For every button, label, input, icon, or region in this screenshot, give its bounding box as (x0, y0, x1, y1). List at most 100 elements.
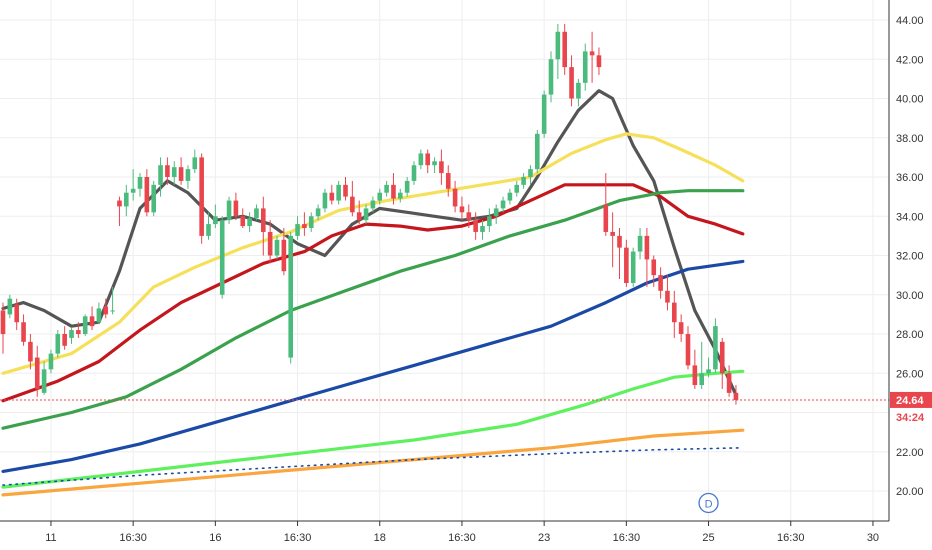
candle[interactable] (226, 196, 232, 225)
candle[interactable] (466, 204, 472, 229)
time-axis[interactable]: 11 16:30 16 16:30 18 16:30 23 16:30 25 16:30 30 (45, 521, 879, 544)
candle[interactable] (0, 302, 6, 354)
candle[interactable] (377, 188, 383, 205)
candle[interactable] (76, 322, 81, 338)
candle[interactable] (411, 161, 417, 185)
candle[interactable] (610, 212, 615, 268)
candle[interactable] (528, 165, 533, 185)
candle[interactable] (582, 43, 588, 91)
candle[interactable] (630, 247, 636, 287)
candle[interactable] (28, 334, 33, 370)
candle[interactable] (569, 55, 574, 107)
candle[interactable] (336, 180, 341, 205)
candle[interactable] (322, 188, 328, 213)
candle[interactable] (706, 357, 711, 378)
candle[interactable] (398, 188, 403, 203)
candle[interactable] (144, 169, 150, 217)
candle[interactable] (82, 314, 88, 336)
dividend-marker[interactable]: D (698, 492, 719, 514)
candle[interactable] (624, 239, 629, 287)
candle[interactable] (117, 196, 122, 227)
candle[interactable] (651, 255, 657, 287)
candle[interactable] (521, 173, 526, 189)
candle[interactable] (644, 228, 650, 287)
candle[interactable] (733, 385, 739, 405)
candle[interactable] (363, 204, 369, 225)
candle[interactable] (685, 326, 691, 370)
candle[interactable] (356, 200, 362, 225)
event-marker-circle[interactable] (698, 492, 719, 514)
candle[interactable] (576, 78, 581, 107)
candle[interactable] (439, 149, 444, 185)
candle[interactable] (206, 212, 211, 240)
candle[interactable] (34, 345, 40, 397)
candle[interactable] (432, 157, 437, 174)
candle[interactable] (267, 220, 273, 264)
candle[interactable] (603, 173, 609, 236)
candle[interactable] (350, 180, 355, 217)
candle[interactable] (418, 149, 424, 170)
candle[interactable] (658, 267, 663, 299)
candle[interactable] (178, 157, 184, 185)
candle[interactable] (261, 196, 266, 256)
candle[interactable] (425, 149, 430, 174)
candle[interactable] (445, 165, 451, 197)
candle[interactable] (672, 290, 677, 338)
candle[interactable] (384, 180, 389, 197)
candle[interactable] (69, 328, 74, 344)
candle[interactable] (726, 365, 732, 397)
candle[interactable] (678, 314, 684, 342)
candle[interactable] (514, 180, 520, 197)
candle[interactable] (473, 212, 478, 240)
candle[interactable] (507, 188, 513, 205)
candle[interactable] (7, 294, 13, 319)
candle[interactable] (596, 47, 602, 75)
candle[interactable] (48, 349, 54, 374)
candle[interactable] (137, 173, 143, 197)
candle[interactable] (240, 208, 246, 229)
candle[interactable] (562, 23, 567, 75)
candle[interactable] (192, 149, 198, 174)
candle[interactable] (555, 23, 561, 79)
candle[interactable] (247, 212, 252, 232)
candle[interactable] (541, 90, 547, 138)
candle[interactable] (158, 157, 163, 197)
candle[interactable] (130, 169, 136, 201)
candle[interactable] (274, 235, 280, 260)
candle[interactable] (487, 208, 492, 232)
candle[interactable] (62, 326, 67, 350)
candle[interactable] (288, 231, 293, 364)
candle[interactable] (171, 161, 177, 185)
candle[interactable] (589, 31, 595, 83)
candle[interactable] (493, 204, 499, 225)
candle[interactable] (699, 341, 704, 389)
candle[interactable] (548, 51, 554, 103)
candle[interactable] (110, 286, 115, 315)
candle[interactable] (233, 192, 239, 221)
candle[interactable] (452, 180, 458, 213)
candle[interactable] (213, 204, 218, 229)
candle[interactable] (404, 177, 410, 197)
candle[interactable] (370, 196, 376, 213)
candle[interactable] (219, 216, 225, 299)
candle[interactable] (89, 306, 95, 331)
candle[interactable] (617, 228, 622, 280)
candlesticks[interactable] (0, 23, 739, 405)
candle[interactable] (713, 318, 718, 374)
candle[interactable] (500, 196, 506, 213)
candle[interactable] (55, 330, 61, 358)
candle[interactable] (343, 177, 348, 201)
candle[interactable] (329, 184, 335, 205)
candle[interactable] (459, 196, 465, 221)
price-axis[interactable]: 20.0022.0024.0026.0028.0030.0032.0034.00… (896, 15, 924, 498)
candle[interactable] (692, 349, 698, 389)
candle[interactable] (254, 204, 259, 221)
candle[interactable] (41, 361, 47, 395)
candle[interactable] (199, 153, 204, 244)
candle[interactable] (96, 302, 102, 325)
candle[interactable] (637, 228, 643, 260)
candle[interactable] (185, 165, 191, 189)
candle[interactable] (165, 157, 170, 185)
candle[interactable] (391, 173, 396, 205)
